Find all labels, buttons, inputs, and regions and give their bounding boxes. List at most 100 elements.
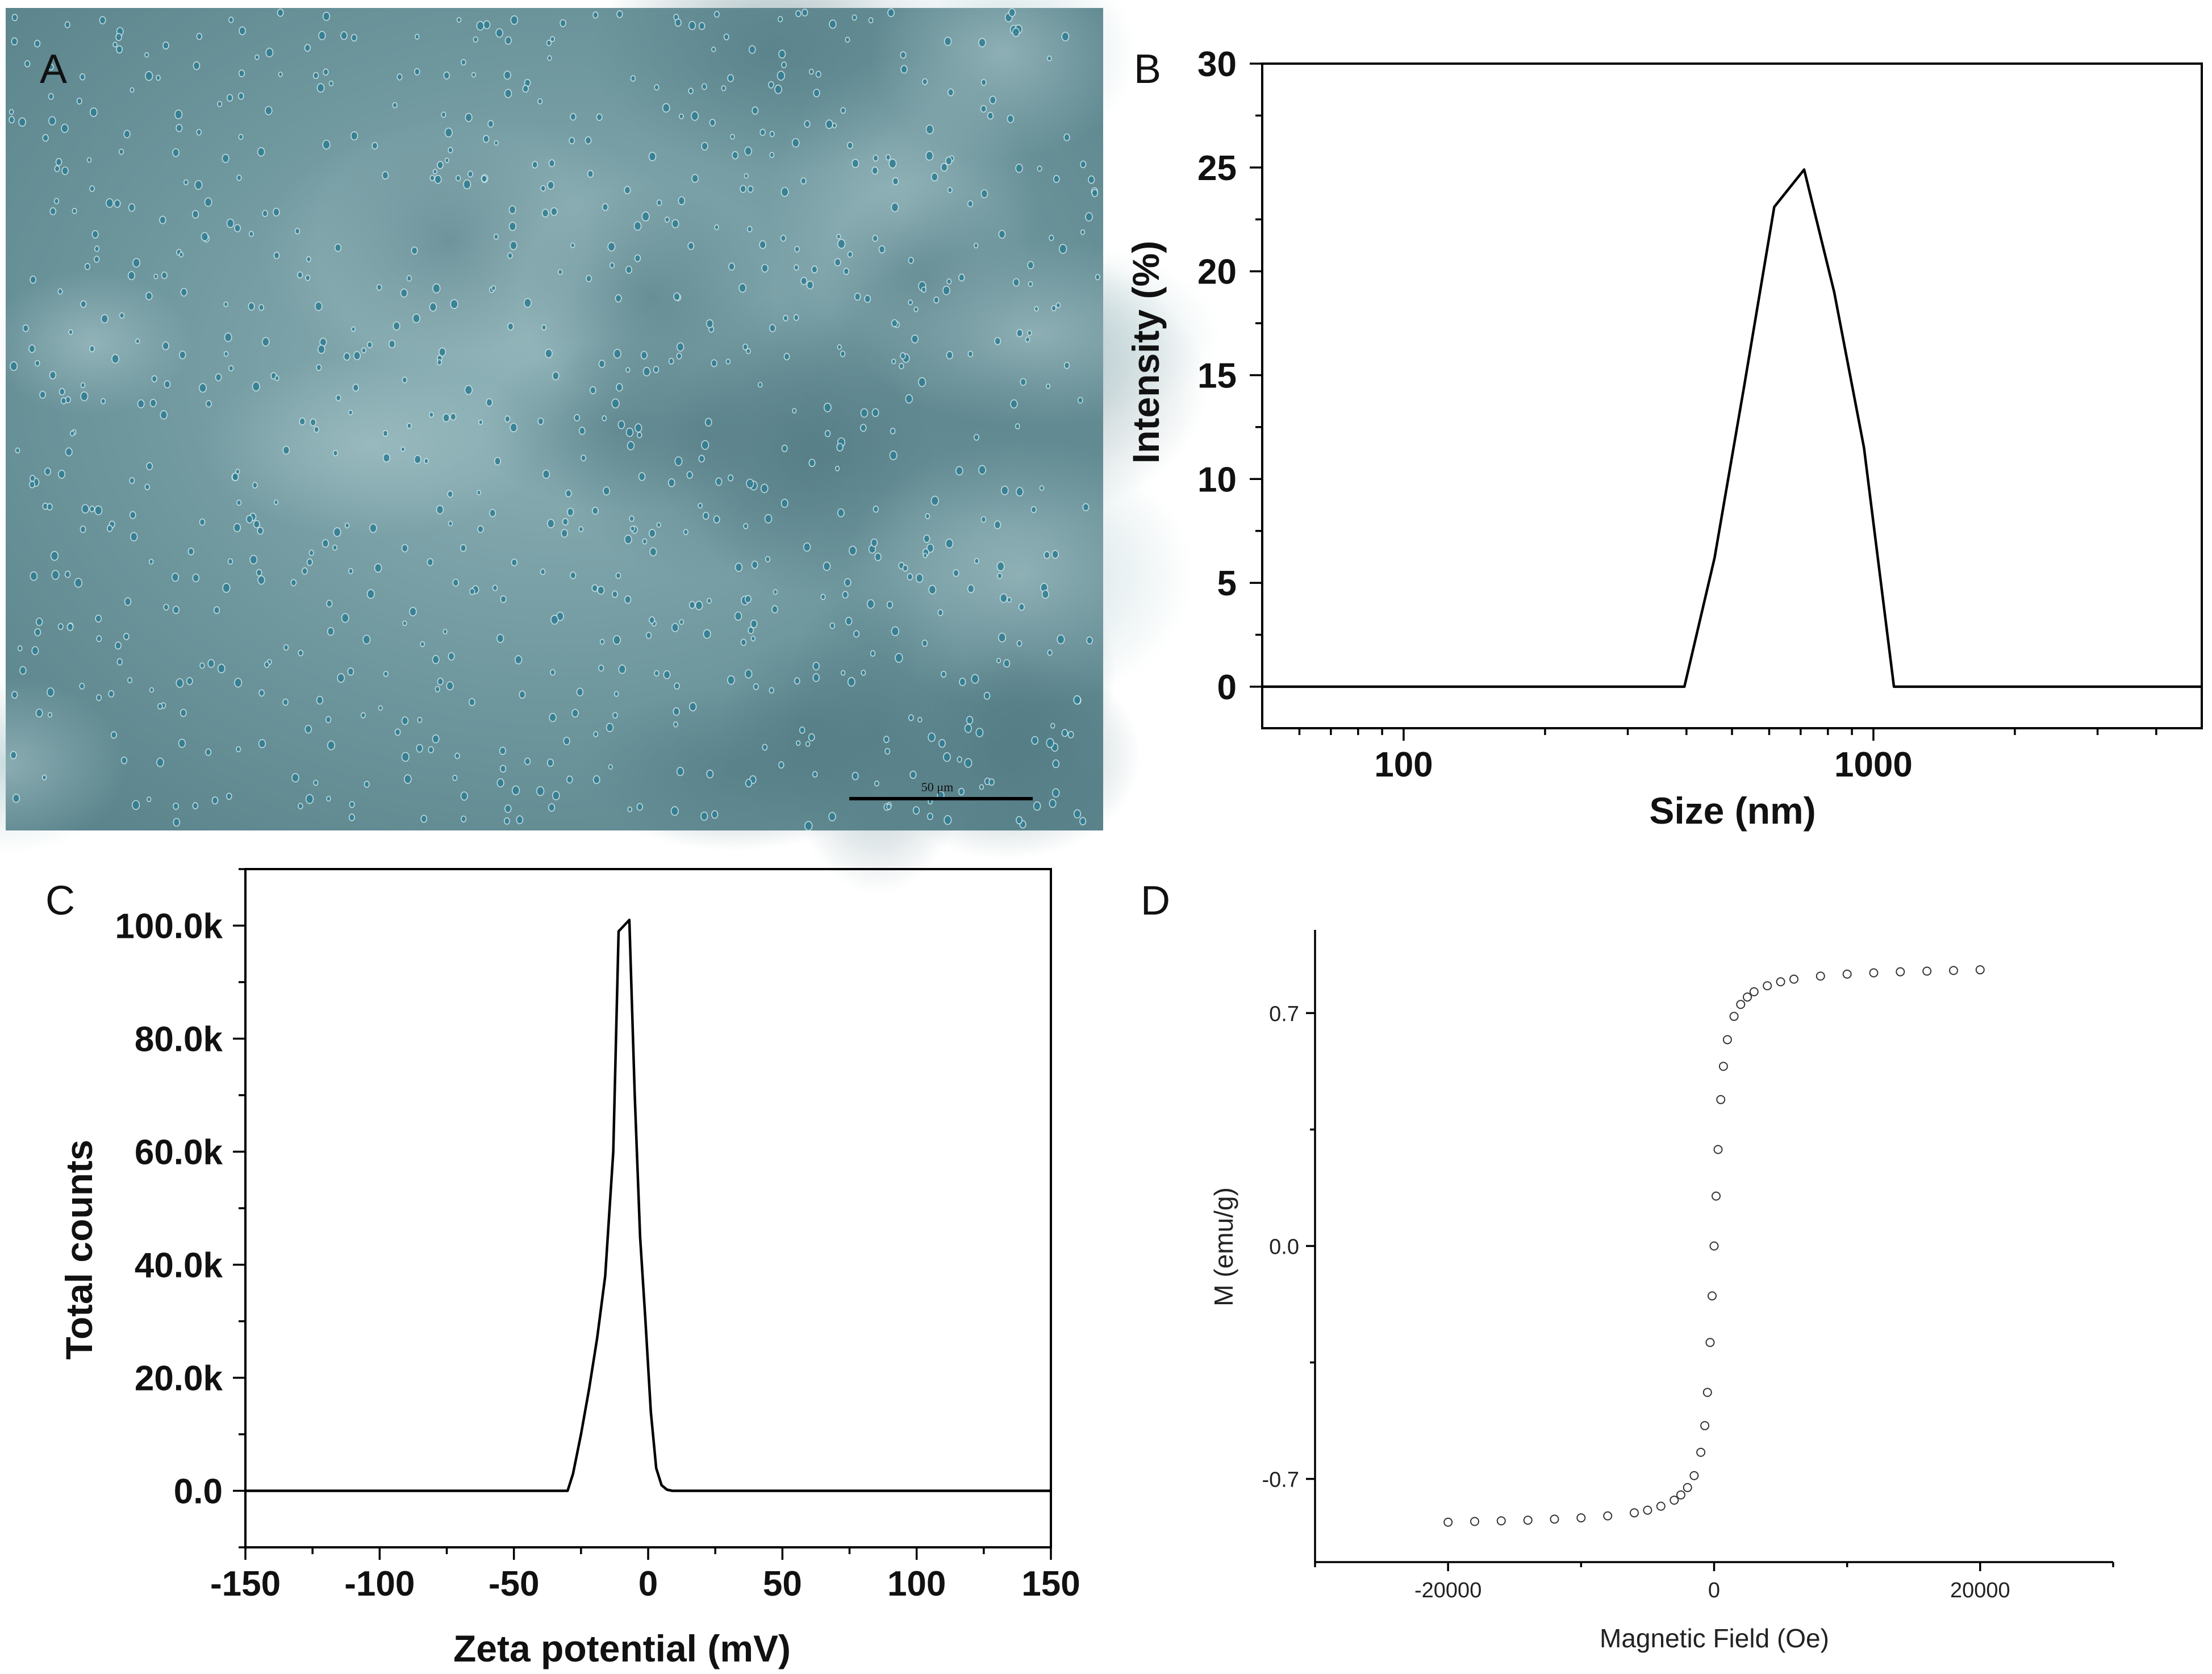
particle — [47, 503, 53, 511]
particle — [764, 514, 773, 524]
x-tick-label-d: 0 — [1708, 1579, 1720, 1602]
particle — [499, 746, 506, 755]
particle — [450, 412, 457, 421]
particle — [94, 256, 100, 263]
texture-blotch — [782, 565, 974, 895]
particle — [1061, 31, 1070, 41]
particle — [909, 770, 917, 779]
particle — [1080, 160, 1087, 169]
particle — [642, 538, 648, 545]
particle — [602, 415, 607, 421]
particle — [120, 756, 128, 765]
particle — [452, 578, 460, 587]
particle — [323, 68, 329, 76]
particle — [711, 359, 717, 368]
particle — [264, 661, 270, 668]
particle — [625, 427, 634, 437]
particle — [393, 321, 400, 331]
magnetization-point — [1896, 967, 1905, 976]
particle — [448, 652, 455, 661]
particle — [546, 758, 554, 767]
particle — [1007, 596, 1012, 603]
y-tick-label-c: 80.0k — [135, 1020, 223, 1059]
particle — [757, 382, 763, 388]
particle — [228, 16, 234, 23]
magnetization-point — [1712, 1191, 1721, 1201]
particle — [641, 211, 650, 222]
particle — [79, 73, 86, 81]
particle — [829, 19, 837, 29]
particle — [314, 301, 323, 311]
particle — [701, 440, 709, 450]
particle — [978, 465, 987, 475]
particle — [615, 294, 622, 303]
magnetization-point — [1713, 1145, 1723, 1154]
particle — [870, 650, 876, 657]
particle — [18, 117, 26, 127]
particle — [1018, 603, 1025, 611]
particle — [610, 262, 615, 269]
particle — [236, 499, 242, 506]
texture-blotch — [0, 270, 194, 415]
particle — [823, 402, 832, 412]
particle — [1082, 503, 1090, 512]
particle — [1085, 212, 1093, 222]
particle — [34, 628, 41, 637]
particle — [258, 739, 266, 749]
particle — [81, 504, 89, 514]
particle — [232, 472, 239, 482]
particle — [886, 600, 894, 609]
particle — [452, 774, 458, 781]
particle — [550, 36, 555, 43]
particle — [891, 202, 899, 212]
particle — [305, 274, 311, 281]
particle — [691, 111, 699, 121]
particle — [688, 702, 697, 712]
particle — [565, 489, 572, 498]
particle — [196, 128, 202, 136]
panel-d-magnetization: D -0.7 0.0 0.7 -20000 0 20000 Magnetic Field … — [1141, 878, 2114, 1653]
particle — [96, 635, 102, 642]
particle — [925, 124, 934, 135]
particle — [402, 620, 407, 627]
particle — [76, 97, 82, 105]
magnetization-point — [1443, 1517, 1453, 1527]
particle — [144, 483, 151, 491]
particle — [823, 561, 831, 571]
particle — [618, 664, 627, 674]
magnetization-point — [1576, 1513, 1586, 1523]
y-tick-label-b: 10 — [1197, 460, 1237, 499]
particle — [123, 130, 131, 139]
particle — [673, 721, 678, 728]
particle — [427, 558, 434, 566]
particle — [744, 595, 752, 603]
particle — [495, 28, 503, 38]
particle — [891, 626, 900, 636]
y-tick-label-c: 20.0k — [135, 1359, 223, 1399]
particle — [803, 542, 811, 552]
particle — [853, 630, 860, 638]
particle — [552, 791, 560, 800]
particle — [676, 767, 685, 777]
particle — [316, 696, 324, 705]
particle — [864, 294, 871, 303]
particle — [1041, 590, 1049, 599]
particle — [337, 673, 345, 683]
particle — [238, 69, 245, 77]
particle — [673, 292, 681, 301]
particle — [194, 180, 203, 190]
particle — [1027, 329, 1032, 336]
particle — [1010, 399, 1018, 409]
particle — [752, 106, 759, 115]
particle — [668, 357, 674, 365]
particle — [222, 153, 229, 163]
particle — [153, 273, 158, 279]
particle — [455, 174, 461, 182]
particle — [9, 116, 15, 124]
particle — [415, 34, 420, 40]
particle — [252, 482, 258, 489]
particle — [106, 198, 114, 208]
particle — [996, 658, 1001, 663]
particle — [283, 644, 289, 651]
